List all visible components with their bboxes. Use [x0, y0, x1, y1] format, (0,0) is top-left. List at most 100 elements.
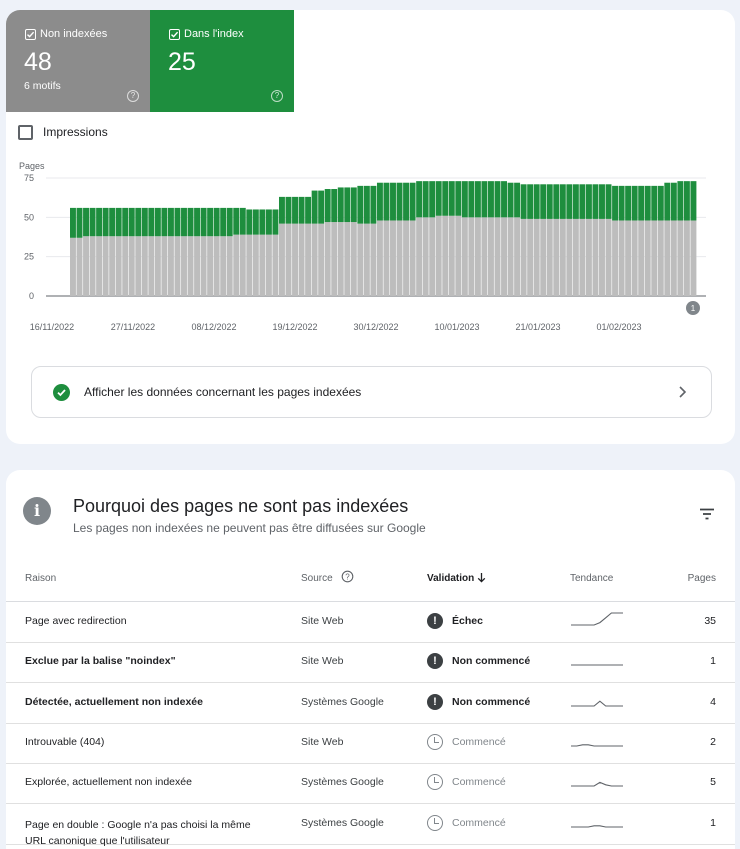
table-header: Raison Source ? Validation Tendance Page… [6, 568, 735, 602]
bar-indexed [135, 207, 142, 237]
col-reason[interactable]: Raison [25, 573, 57, 584]
help-icon[interactable]: ? [127, 90, 139, 102]
bar-not-indexed [350, 222, 357, 296]
trend-line [571, 744, 623, 747]
checkbox-checked-icon[interactable] [169, 29, 180, 40]
bar-indexed [507, 182, 514, 218]
bar-indexed [141, 207, 148, 237]
help-icon[interactable]: ? [341, 570, 354, 586]
reason-cell: Exclue par la balise "noindex" [25, 655, 176, 667]
source-cell: Site Web [301, 655, 344, 667]
bar-indexed [220, 207, 227, 237]
tile-value: 48 [24, 48, 52, 76]
bar-not-indexed [638, 220, 645, 296]
indexed-pages-link[interactable]: Afficher les données concernant les page… [31, 366, 712, 418]
table-row[interactable]: Introuvable (404) Site Web Commencé 2 [6, 723, 735, 764]
pages-count: 35 [704, 615, 716, 627]
bar-indexed [683, 181, 690, 221]
validation-status: Non commencé [452, 696, 531, 708]
bar-indexed [481, 181, 488, 218]
bar-indexed [488, 181, 494, 218]
bar-indexed [357, 185, 364, 224]
checkbox-checked-icon[interactable] [25, 29, 36, 40]
help-icon[interactable]: ? [271, 90, 283, 102]
x-tick-label: 21/01/2023 [515, 322, 560, 332]
bar-not-indexed [181, 236, 187, 296]
bar-not-indexed [324, 222, 331, 296]
bar-not-indexed [579, 218, 586, 296]
bar-indexed [252, 209, 259, 235]
bar-not-indexed [651, 220, 658, 296]
bar-indexed [96, 207, 103, 237]
table-row[interactable]: Explorée, actuellement non indexée Systèm… [6, 763, 735, 804]
trend-sparkline [570, 772, 624, 791]
bar-indexed [115, 207, 122, 237]
table-row[interactable]: Page avec redirection Site Web! Échec 35 [6, 602, 735, 643]
table-row[interactable]: Détectée, actuellement non indexée Systèm… [6, 683, 735, 724]
bar-indexed [148, 207, 155, 237]
bar-not-indexed [455, 215, 462, 296]
reason-cell: Page en double : Google n'a pas choisi l… [25, 819, 251, 847]
bar-not-indexed [115, 236, 122, 296]
trend-sparkline [570, 651, 624, 670]
filter-icon[interactable] [699, 507, 715, 526]
bar-not-indexed [187, 236, 194, 296]
bar-indexed [122, 207, 129, 237]
bar-not-indexed [220, 236, 227, 296]
y-axis-label: Pages [19, 161, 45, 171]
bar-indexed [298, 196, 305, 224]
bar-indexed [285, 196, 292, 224]
bar-not-indexed [618, 220, 625, 296]
bar-not-indexed [337, 222, 344, 296]
arrow-down-icon[interactable] [477, 572, 486, 586]
col-pages[interactable]: Pages [687, 573, 716, 584]
bar-not-indexed [690, 220, 697, 296]
validation-status: Commencé [452, 776, 506, 788]
bar-not-indexed [481, 217, 488, 296]
bar-not-indexed [357, 223, 364, 296]
source-cell: Systèmes Google [301, 776, 384, 788]
bar-not-indexed [252, 234, 259, 296]
bar-not-indexed [161, 236, 168, 296]
bar-not-indexed [461, 217, 468, 296]
bar-not-indexed [390, 220, 396, 296]
checkbox-unchecked-icon[interactable] [18, 124, 33, 140]
bar-not-indexed [559, 218, 566, 296]
impressions-toggle[interactable]: Impressions [18, 124, 108, 140]
bar-indexed [572, 184, 579, 219]
not-indexed-tile[interactable]: Non indexées 48 6 motifs ? [6, 10, 150, 112]
tile-value: 25 [168, 48, 196, 76]
bar-indexed [370, 185, 377, 224]
error-icon: ! [427, 653, 443, 669]
bar-indexed [677, 181, 684, 221]
x-tick-label: 16/11/2022 [30, 322, 74, 332]
bar-indexed [376, 182, 383, 221]
bar-not-indexed [233, 234, 240, 296]
bar-not-indexed [599, 218, 605, 296]
indexed-tile[interactable]: Dans l'index 25 ? [150, 10, 294, 112]
trend-sparkline [570, 732, 624, 751]
bar-not-indexed [154, 236, 161, 296]
table-row[interactable]: Page en double : Google n'a pas choisi l… [6, 804, 735, 847]
table-row[interactable]: Exclue par la balise "noindex" Site Web! N… [6, 642, 735, 683]
bar-indexed [279, 196, 285, 224]
trend-sparkline [570, 611, 624, 630]
bar-not-indexed [566, 218, 573, 296]
validation-cell: Commencé [427, 815, 506, 831]
bar-not-indexed [520, 218, 527, 296]
bar-indexed [559, 184, 566, 219]
bar-not-indexed [76, 237, 83, 296]
bar-not-indexed [207, 236, 214, 296]
bar-not-indexed [435, 215, 442, 296]
bar-indexed [618, 185, 625, 221]
error-icon: ! [427, 613, 443, 629]
bar-indexed [625, 185, 632, 221]
bar-not-indexed [265, 234, 272, 296]
bar-not-indexed [272, 234, 279, 296]
bar-indexed [501, 181, 507, 218]
annotation-marker [686, 301, 700, 315]
y-tick-label: 75 [24, 173, 34, 183]
trend-line [571, 700, 623, 707]
col-validation[interactable]: Validation [427, 573, 475, 584]
col-source[interactable]: Source [301, 573, 333, 584]
